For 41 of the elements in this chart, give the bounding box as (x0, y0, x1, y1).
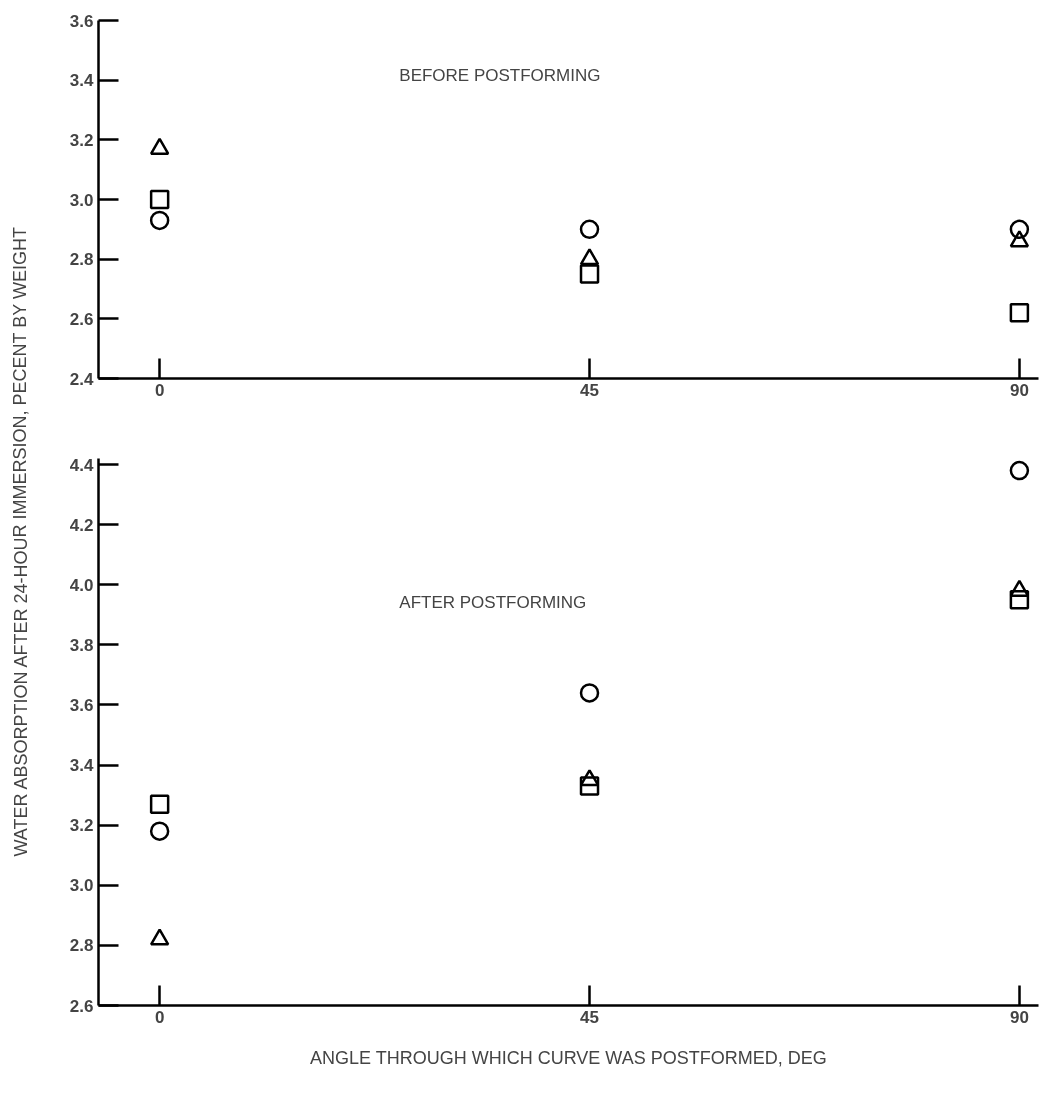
point (1009, 460, 1030, 481)
y-tick-label: 2.4 (69, 369, 95, 389)
point (149, 928, 170, 946)
y-tick-label: 4.0 (69, 575, 94, 595)
y-tick-label: 4.2 (69, 515, 94, 535)
point (149, 821, 170, 841)
point (1009, 303, 1030, 323)
x-tick-label: 45 (580, 1007, 599, 1027)
y-tick-label: 4.4 (69, 455, 95, 475)
x-tick-label: 0 (154, 1007, 165, 1027)
y-tick-label: 3.4 (69, 756, 95, 776)
text: BEFORE POSTFORMING (399, 65, 601, 85)
y-tick-label: 2.8 (69, 250, 94, 270)
point (579, 683, 600, 703)
point (1009, 590, 1030, 610)
point (579, 776, 600, 796)
point (149, 189, 170, 210)
point (579, 219, 600, 240)
point (149, 794, 170, 814)
point (579, 264, 600, 284)
x-tick-label: 45 (580, 380, 599, 400)
y-tick-label: 2.6 (69, 309, 94, 329)
y-tick-label: 3.2 (69, 816, 94, 836)
point (579, 769, 600, 787)
y-tick-label: 3.6 (69, 695, 94, 715)
y-axis-title: WATER ABSORPTION AFTER 24-HOUR IMMERSION, PECENT BY WEIGHT (10, 227, 31, 857)
x-tick-label: 90 (1009, 380, 1029, 400)
y-tick-label: 3.4 (69, 71, 95, 91)
x-tick-label: 90 (1009, 1007, 1029, 1027)
y-tick-label: 3.8 (69, 635, 94, 655)
point (1009, 219, 1030, 240)
y-tick-label: 2.6 (69, 996, 94, 1016)
y-tick-label: 3.0 (69, 876, 94, 896)
text: AFTER POSTFORMING (399, 592, 587, 612)
y-tick-label: 3.2 (69, 130, 94, 150)
point (149, 210, 170, 231)
y-tick-label: 2.8 (69, 936, 94, 956)
y-tick-label: 3.0 (69, 190, 94, 210)
x-tick-label: 0 (154, 380, 165, 400)
x-axis-title: ANGLE THROUGH WHICH CURVE WAS POSTFORMED, DEG (309, 1047, 827, 1068)
y-tick-label: 3.6 (69, 11, 94, 31)
